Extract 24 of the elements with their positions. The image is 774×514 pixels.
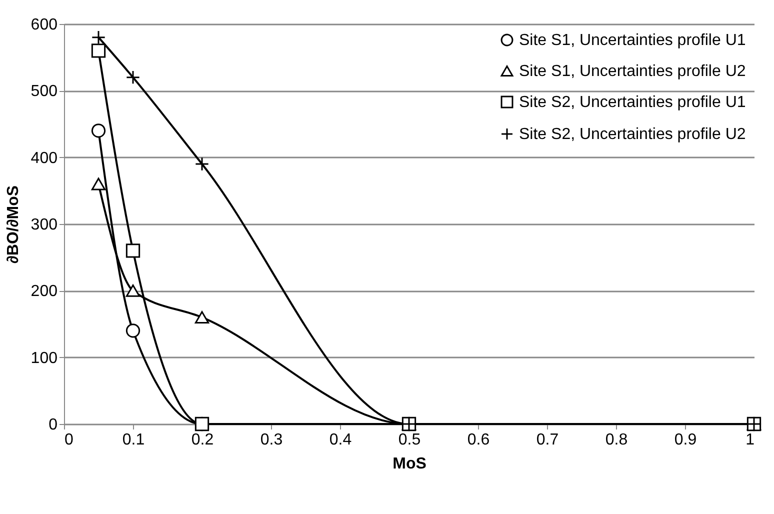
y-tick-label: 300 (30, 216, 58, 234)
y-tick-label: 0 (48, 416, 58, 434)
x-tick-label: 0.2 (191, 432, 214, 448)
x-tick-label: 0.6 (467, 432, 490, 448)
x-tick-label: 0.9 (674, 432, 697, 448)
y-tick-label: 600 (30, 16, 58, 34)
x-tick-label: 1 (746, 432, 755, 448)
y-tick-label: 100 (30, 350, 58, 367)
legend-label: Site S1, Uncertainties profile U1 (519, 32, 746, 49)
y-tick-label: 400 (30, 150, 58, 167)
legend-label: Site S2, Uncertainties profile U2 (519, 126, 746, 143)
x-tick-label: 0.1 (122, 432, 145, 448)
legend-label: Site S2, Uncertainties profile U1 (519, 94, 746, 111)
x-tick-label: 0 (64, 432, 74, 448)
y-tick-label: 500 (30, 83, 58, 100)
x-axis-title: MoS (392, 456, 427, 472)
legend-label: Site S1, Uncertainties profile U2 (519, 63, 746, 80)
x-tick-label: 0.4 (329, 432, 352, 448)
x-tick-label: 0.5 (398, 432, 421, 448)
y-axis-title: ∂BO/∂MoS (4, 185, 22, 264)
x-tick-label: 0.8 (605, 432, 628, 448)
x-tick-label: 0.7 (536, 432, 559, 448)
y-tick-label: 200 (30, 283, 58, 300)
x-tick-label: 0.3 (260, 432, 283, 448)
